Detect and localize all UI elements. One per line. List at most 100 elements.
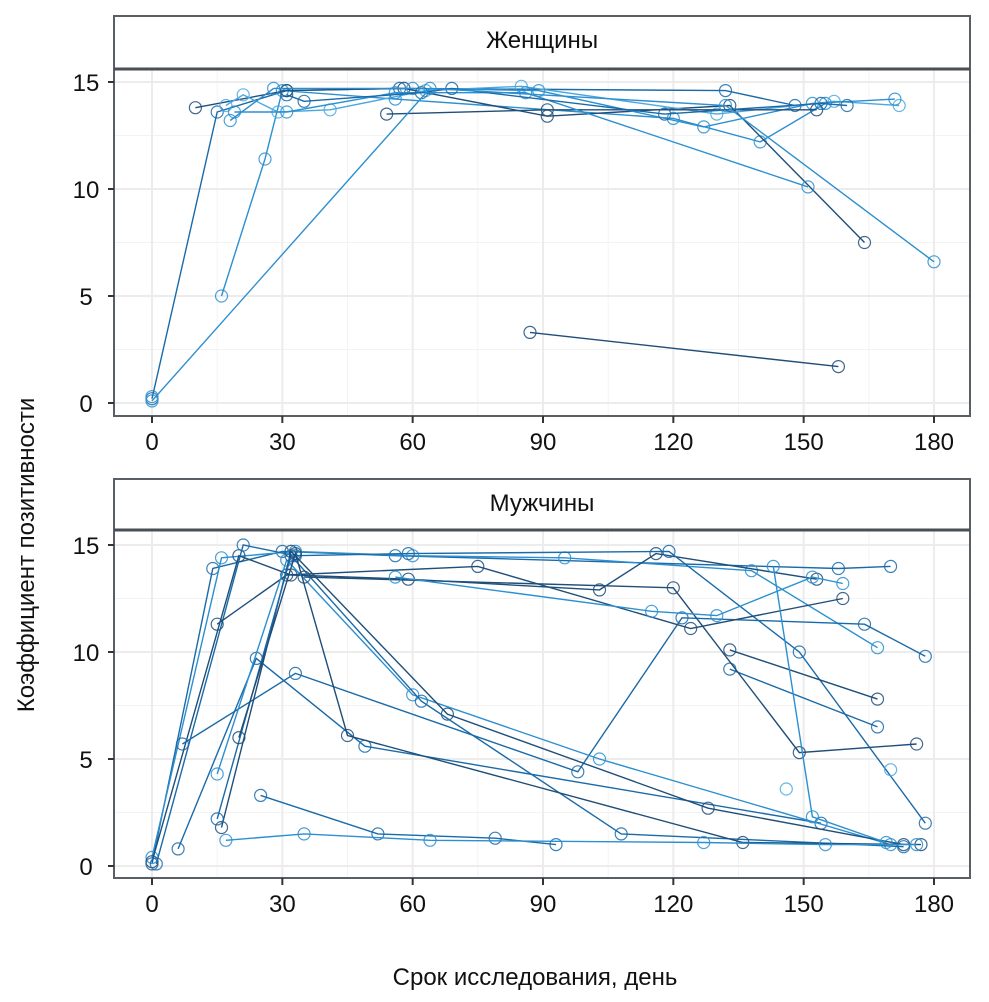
x-tick-label: 150 (784, 429, 824, 456)
data-point (540, 103, 554, 117)
y-tick-label: 10 (73, 640, 100, 667)
series-line (216, 554, 904, 848)
series-line (155, 544, 926, 865)
data-point (571, 765, 585, 779)
x-tick-label: 0 (145, 891, 158, 918)
data-point (523, 325, 537, 339)
data-point (214, 551, 229, 565)
data-point (718, 98, 733, 113)
x-tick-label: 120 (653, 429, 693, 456)
data-point (406, 81, 420, 96)
y-tick-label: 10 (73, 177, 100, 204)
data-point (297, 570, 311, 584)
series-line (238, 551, 922, 846)
series-line (216, 558, 891, 846)
y-tick-label: 0 (79, 391, 92, 418)
series-line (234, 92, 809, 188)
data-point (145, 394, 159, 408)
series-line (216, 565, 843, 630)
data-point (210, 812, 224, 826)
data-point (697, 120, 711, 134)
data-point (888, 92, 902, 106)
series-line (286, 87, 848, 115)
data-point (857, 235, 872, 250)
data-point (814, 96, 828, 111)
data-point (592, 583, 607, 597)
data-point (918, 816, 932, 830)
data-point (219, 833, 233, 847)
data-point (909, 737, 924, 751)
data-point (149, 857, 163, 871)
data-point (280, 105, 294, 119)
y-tick-label: 5 (79, 284, 92, 311)
y-axis-title: Коэффициент позитивности (13, 398, 40, 713)
data-point (145, 390, 159, 404)
data-point (723, 643, 737, 657)
data-point (232, 730, 246, 745)
x-tick-label: 60 (399, 891, 426, 918)
series-line (151, 550, 878, 858)
y-tick-label: 5 (79, 747, 92, 774)
data-point (840, 98, 854, 113)
data-point (883, 763, 898, 777)
data-point (870, 720, 885, 734)
data-point (744, 564, 759, 578)
data-point (288, 666, 302, 681)
data-point (401, 546, 415, 561)
data-point (371, 827, 385, 841)
data-point (918, 649, 932, 663)
data-point (414, 694, 428, 708)
y-tick-label: 15 (73, 70, 100, 97)
data-point (445, 81, 459, 96)
data-point (518, 86, 533, 100)
data-point (644, 604, 659, 618)
data-point (675, 611, 689, 625)
y-tick-label: 15 (73, 533, 100, 560)
y-tick-label: 0 (79, 854, 92, 881)
series-line (177, 657, 822, 850)
data-point (766, 559, 780, 574)
data-point (892, 98, 906, 113)
data-point (175, 737, 189, 751)
x-tick-label: 90 (530, 891, 557, 918)
data-point (297, 827, 311, 841)
data-point (188, 101, 202, 115)
data-point (831, 360, 846, 374)
data-point (267, 81, 281, 96)
data-point (210, 767, 224, 781)
data-point (210, 105, 224, 119)
data-point (792, 745, 806, 760)
data-point (423, 833, 437, 847)
series-line (729, 649, 878, 700)
x-tick-label: 180 (914, 429, 954, 456)
data-point (214, 289, 229, 303)
data-point (258, 152, 272, 166)
data-point (657, 107, 672, 121)
data-point (488, 831, 502, 845)
data-point (223, 113, 237, 128)
series-line (182, 617, 926, 773)
data-point (227, 105, 242, 119)
data-point (718, 83, 733, 98)
data-point (388, 86, 402, 100)
series-line (729, 668, 878, 728)
data-point (710, 608, 724, 623)
data-point (801, 180, 815, 194)
facet-title: Женщины (486, 27, 598, 54)
x-axis-title: Срок исследования, день (393, 964, 678, 991)
x-tick-label: 150 (784, 891, 824, 918)
facet-title: Мужчины (490, 490, 595, 517)
data-point (380, 107, 394, 121)
x-tick-label: 30 (269, 429, 296, 456)
data-point (879, 835, 893, 850)
facet-strip (113, 478, 971, 531)
x-tick-label: 120 (653, 891, 693, 918)
data-point (927, 255, 941, 269)
series-line (225, 833, 917, 846)
data-point (836, 576, 850, 591)
data-point (870, 641, 885, 655)
data-point (909, 837, 924, 852)
series-line (304, 576, 917, 754)
